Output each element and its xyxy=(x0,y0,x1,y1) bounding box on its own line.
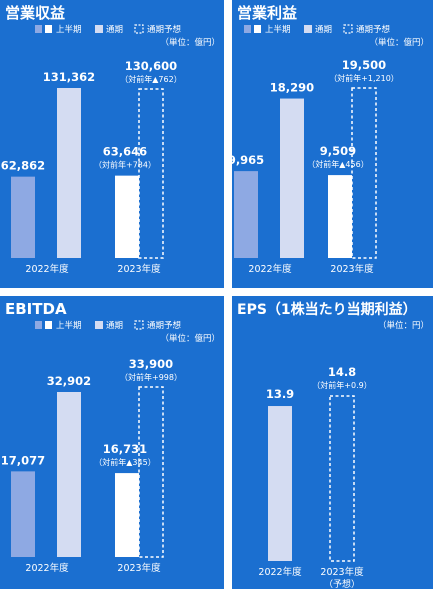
value-label-first-half-2023: 63,646 xyxy=(103,145,147,159)
chart-title: 営業利益 xyxy=(237,4,297,22)
legend-first-half-swatch-light xyxy=(244,25,251,33)
legend-full-year-swatch xyxy=(304,25,312,33)
legend-first-half-swatch-light xyxy=(35,321,42,329)
note-first-half-2023: （対前年▲345） xyxy=(94,457,155,467)
legend-label-forecast: 通期予想 xyxy=(147,320,182,331)
value-label-full-year: 18,290 xyxy=(270,81,314,95)
note-eps-forecast: （対前年+0.9） xyxy=(312,380,371,390)
bar-full-year xyxy=(57,392,81,557)
bar-full-year xyxy=(280,98,304,258)
chart-svg: EBITDA 上半期 通期 通期予想 （単位：億円） 17,077 32,902 2022年度… xyxy=(1,300,220,574)
legend-label-full-year: 通期 xyxy=(315,24,332,35)
category-label: 2023年度 xyxy=(117,263,161,275)
bar-forecast xyxy=(138,386,164,558)
chart-svg: EPS（1株当たり当期利益） （単位：円） 13.9 2022年度 14.8（対前年+0… xyxy=(237,301,429,589)
chart-eps: EPS（1株当たり当期利益） （単位：円） 13.9 2022年度 14.8 （対前年+0… xyxy=(232,296,433,589)
unit-label: （単位：億円） xyxy=(369,37,429,48)
value-label-first-half-2023: 9,509 xyxy=(320,144,356,158)
bar-eps-forecast xyxy=(329,395,355,562)
legend-label-full-year: 通期 xyxy=(106,320,123,331)
unit-label: （単位：億円） xyxy=(160,37,220,48)
category-label: 2023年度 xyxy=(320,566,364,578)
note-forecast: （対前年+1,210） xyxy=(329,73,399,83)
legend-label-first-half: 上半期 xyxy=(56,320,82,331)
chart-title: EPS（1株当たり当期利益） xyxy=(237,301,417,318)
value-label-eps-2022: 13.9 xyxy=(266,387,294,401)
legend-first-half-swatch-light xyxy=(35,25,42,33)
chart-ebitda: EBITDA 上半期 通期 通期予想 （単位：億円） 17,077 32,902 2022年度… xyxy=(0,296,224,589)
bar-first-half-2023 xyxy=(115,175,139,258)
legend-label-full-year: 通期 xyxy=(106,24,123,35)
value-label-forecast: 19,500 xyxy=(342,58,386,72)
value-label-first-half-2023: 16,731 xyxy=(103,442,147,456)
value-label-first-half: 9,965 xyxy=(232,153,264,167)
legend-label-first-half: 上半期 xyxy=(56,24,82,35)
legend-label-forecast: 通期予想 xyxy=(356,24,391,35)
bar-first-half xyxy=(11,176,35,258)
chart-title: EBITDA xyxy=(5,300,67,318)
value-label-forecast: 130,600 xyxy=(125,59,177,73)
legend-label-first-half: 上半期 xyxy=(265,24,291,35)
category-sublabel: （予想） xyxy=(324,578,360,589)
legend-first-half-swatch xyxy=(254,25,261,33)
legend-label-forecast: 通期予想 xyxy=(147,24,182,35)
unit-label: （単位：円） xyxy=(378,320,429,331)
legend-first-half-swatch xyxy=(45,321,52,329)
bar-first-half xyxy=(11,471,35,557)
category-label: 2022年度 xyxy=(25,562,69,574)
bar-full-year xyxy=(57,88,81,258)
legend-forecast-swatch xyxy=(134,24,144,34)
chart-operating-revenue: 営業収益上半期 通期 通期予想 （単位：億円） 62,862 131,362 2022年度 1… xyxy=(0,0,224,288)
bar-first-half-2023 xyxy=(328,175,352,258)
category-label: 2022年度 xyxy=(258,566,302,578)
legend-forecast-swatch xyxy=(343,24,353,34)
note-forecast: （対前年▲762） xyxy=(120,74,181,84)
bar-eps-2022 xyxy=(268,406,292,561)
category-label: 2022年度 xyxy=(248,263,292,275)
value-label-first-half: 62,862 xyxy=(1,159,45,173)
value-label-full-year: 131,362 xyxy=(43,70,95,84)
bar-forecast xyxy=(351,87,377,259)
unit-label: （単位：億円） xyxy=(160,333,220,344)
legend-full-year-swatch xyxy=(95,321,103,329)
value-label-eps-forecast: 14.8 xyxy=(328,365,356,379)
legend-first-half-swatch xyxy=(45,25,52,33)
category-label: 2022年度 xyxy=(25,263,69,275)
note-forecast: （対前年+998） xyxy=(120,372,182,382)
note-first-half-2023: （対前年+784） xyxy=(94,160,156,170)
note-first-half-2023: （対前年▲456） xyxy=(307,159,368,169)
bar-first-half-2023 xyxy=(115,473,139,557)
value-label-forecast: 33,900 xyxy=(129,357,173,371)
bar-forecast xyxy=(138,88,164,259)
bar-first-half xyxy=(234,171,258,258)
category-label: 2023年度 xyxy=(117,562,161,574)
value-label-first-half: 17,077 xyxy=(1,453,45,467)
chart-title: 営業収益 xyxy=(5,4,65,22)
category-label: 2023年度 xyxy=(330,263,374,275)
value-label-full-year: 32,902 xyxy=(47,374,91,388)
legend-forecast-swatch xyxy=(134,320,144,330)
legend-full-year-swatch xyxy=(95,25,103,33)
